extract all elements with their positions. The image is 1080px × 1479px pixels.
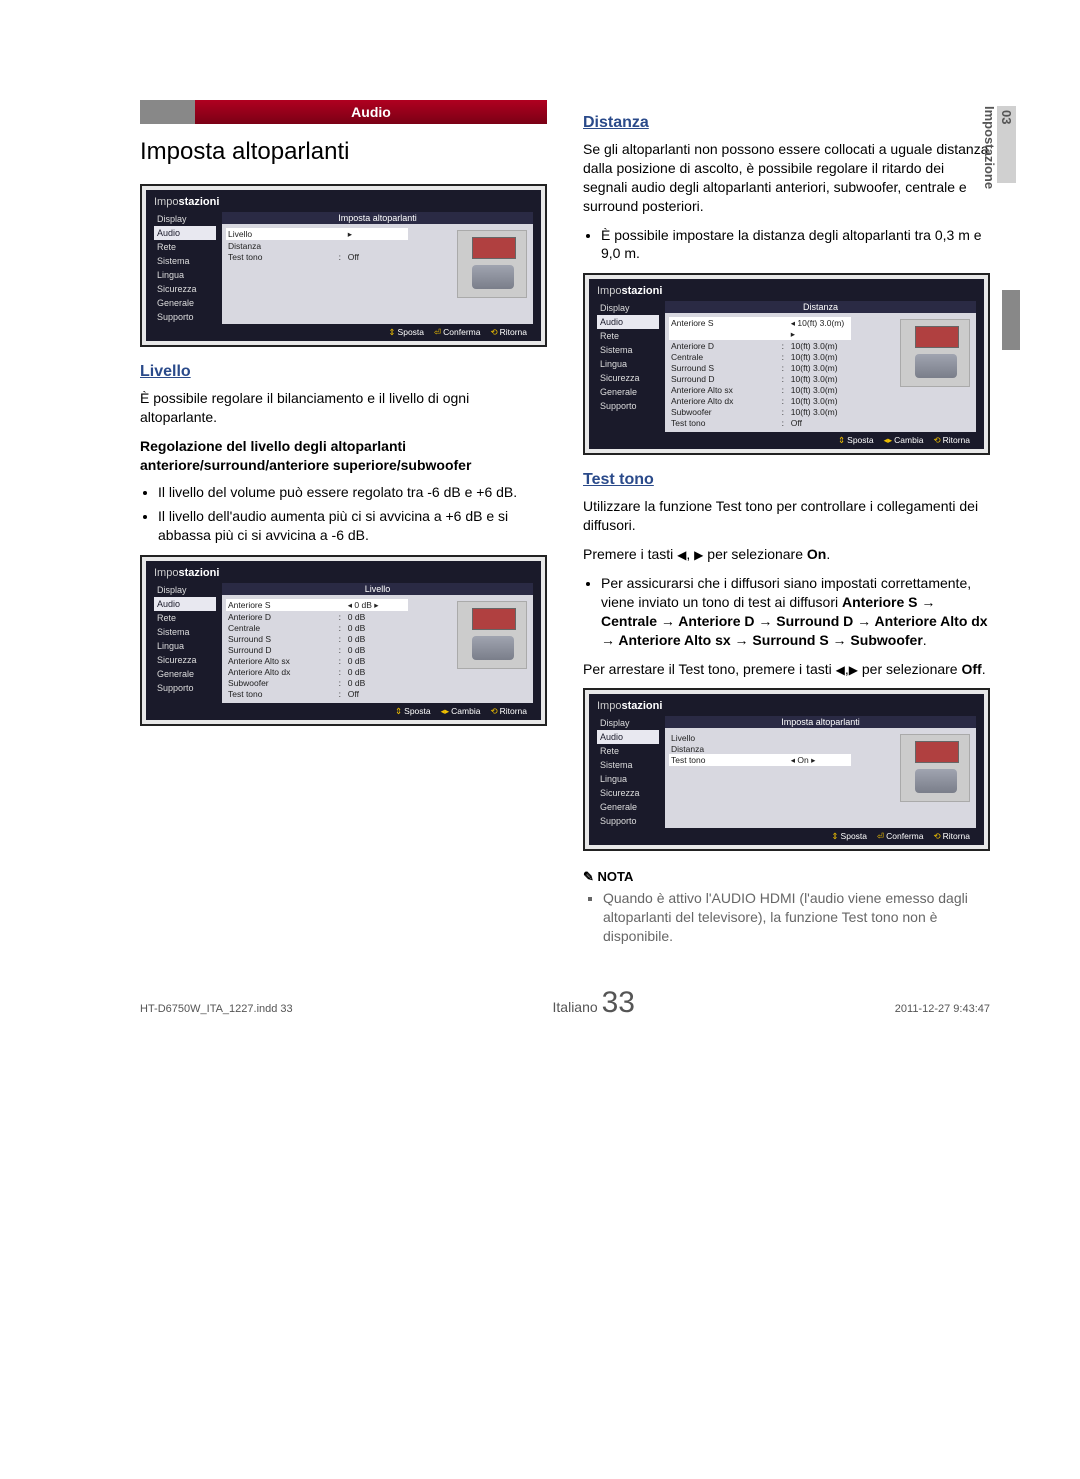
right-arrow-icon: ▶ [694,548,703,562]
osd-screenshot-4: ImpostazioniDisplayAudioReteSistemaLingu… [583,688,990,851]
left-arrow-icon: ◀ [677,548,686,562]
osd-screenshot-2: ImpostazioniDisplayAudioReteSistemaLingu… [140,555,547,726]
nota-label: NOTA [583,869,990,885]
livello-heading: Livello [140,363,547,381]
side-chapter: Impostazione [982,106,997,189]
distanza-heading: Distanza [583,114,990,132]
left-arrow-icon: ◀ [836,663,845,677]
osd-screenshot-1: ImpostazioniDisplayAudioReteSistemaLingu… [140,184,547,347]
livello-bullets: Il livello del volume può essere regolat… [140,483,547,546]
livello-bul-2: Il livello dell'audio aumenta più ci si … [158,507,547,545]
indd-file: HT-D6750W_ITA_1227.indd 33 [140,1003,293,1015]
distanza-text: Se gli altoparlanti non possono essere c… [583,140,990,216]
osd-screenshot-3: ImpostazioniDisplayAudioReteSistemaLingu… [583,273,990,455]
distanza-bul-1: È possibile impostare la distanza degli … [601,226,990,264]
livello-text: È possibile regolare il bilanciamento e … [140,389,547,427]
testtono-heading: Test tono [583,471,990,489]
right-arrow-icon: ▶ [849,663,858,677]
testtono-bul-1: Per assicurarsi che i diffusori siano im… [601,574,990,650]
print-date: 2011-12-27 9:43:47 [895,1003,990,1015]
left-column: Audio Imposta altoparlanti ImpostazioniD… [140,100,547,946]
livello-bul-1: Il livello del volume può essere regolat… [158,483,547,502]
nota-list: Quando è attivo l'AUDIO HDMI (l'audio vi… [583,889,990,946]
side-tab: Impostazione [978,100,1020,195]
regolazione-bold: Regolazione del livello degli altoparlan… [140,437,547,475]
testtono-stop: Per arrestare il Test tono, premere i ta… [583,660,990,679]
right-column: Distanza Se gli altoparlanti non possono… [583,100,990,946]
page-title: Imposta altoparlanti [140,138,547,166]
audio-section-bar: Audio [140,100,547,124]
testtono-bullets: Per assicurarsi che i diffusori siano im… [583,574,990,650]
page-number: Italiano 33 [553,986,635,1020]
testtono-p1: Utilizzare la funzione Test tono per con… [583,497,990,535]
nota-item: Quando è attivo l'AUDIO HDMI (l'audio vi… [603,889,990,946]
side-block [1002,290,1020,350]
testtono-p2: Premere i tasti ◀, ▶ per selezionare On. [583,545,990,564]
distanza-bullets: È possibile impostare la distanza degli … [583,226,990,264]
